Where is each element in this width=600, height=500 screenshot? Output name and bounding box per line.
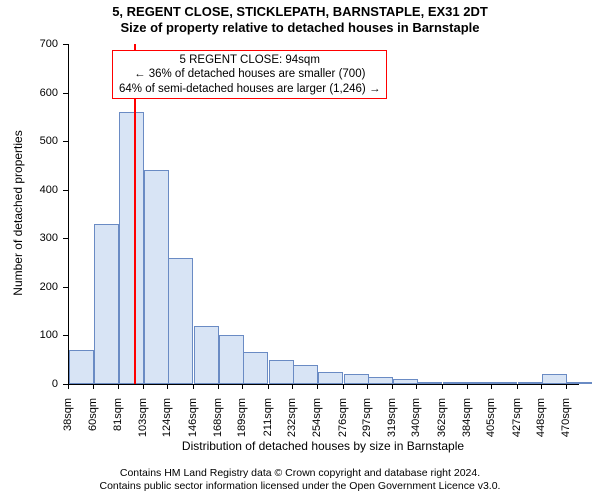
histogram-bar (293, 365, 318, 384)
title-subtitle: Size of property relative to detached ho… (0, 20, 600, 36)
histogram-bar (94, 224, 119, 384)
y-tick-mark (63, 335, 68, 336)
x-tick-label: 297sqm (361, 398, 373, 498)
x-tick-mark (467, 384, 468, 389)
annotation-line: 5 REGENT CLOSE: 94sqm (119, 53, 380, 67)
y-tick-mark (63, 44, 68, 45)
y-tick-label: 600 (0, 87, 58, 99)
x-tick-label: 168sqm (212, 398, 224, 498)
histogram-bar (492, 382, 517, 384)
x-tick-label: 211sqm (262, 398, 274, 498)
x-tick-label: 405sqm (485, 398, 497, 498)
x-tick-mark (317, 384, 318, 389)
annotation-line: 64% of semi-detached houses are larger (… (119, 82, 380, 96)
y-tick-label: 700 (0, 38, 58, 50)
histogram-bar (518, 382, 543, 384)
y-tick-label: 100 (0, 329, 58, 341)
y-tick-mark (63, 190, 68, 191)
histogram-bar (344, 374, 369, 384)
y-tick-mark (63, 93, 68, 94)
histogram-bar (417, 382, 442, 384)
x-tick-mark (242, 384, 243, 389)
y-tick-mark (63, 287, 68, 288)
histogram-bar (219, 335, 244, 384)
x-tick-mark (392, 384, 393, 389)
title-address: 5, REGENT CLOSE, STICKLEPATH, BARNSTAPLE… (0, 4, 600, 20)
histogram-bar (269, 360, 294, 384)
x-tick-label: 232sqm (286, 398, 298, 498)
x-tick-mark (491, 384, 492, 389)
histogram-bar (368, 377, 393, 384)
x-tick-label: 146sqm (187, 398, 199, 498)
x-tick-mark (68, 384, 69, 389)
x-tick-mark (367, 384, 368, 389)
histogram-bar (69, 350, 94, 384)
x-tick-label: 254sqm (311, 398, 323, 498)
histogram-bar (243, 352, 268, 384)
x-tick-label: 189sqm (236, 398, 248, 498)
y-tick-mark (63, 141, 68, 142)
x-tick-mark (442, 384, 443, 389)
x-tick-mark (218, 384, 219, 389)
y-tick-label: 400 (0, 184, 58, 196)
chart-titles: 5, REGENT CLOSE, STICKLEPATH, BARNSTAPLE… (0, 4, 600, 37)
histogram-bar (194, 326, 219, 384)
x-tick-label: 38sqm (62, 398, 74, 498)
x-tick-mark (167, 384, 168, 389)
x-tick-label: 60sqm (87, 398, 99, 498)
x-tick-mark (541, 384, 542, 389)
x-tick-label: 427sqm (511, 398, 523, 498)
x-tick-label: 319sqm (386, 398, 398, 498)
histogram-bar (542, 374, 567, 384)
x-tick-mark (292, 384, 293, 389)
x-tick-mark (343, 384, 344, 389)
y-tick-label: 300 (0, 232, 58, 244)
x-tick-mark (566, 384, 567, 389)
y-tick-label: 500 (0, 135, 58, 147)
x-tick-label: 276sqm (337, 398, 349, 498)
histogram-bar (468, 382, 493, 384)
x-tick-mark (517, 384, 518, 389)
histogram-bar (567, 382, 592, 384)
histogram-bar (393, 379, 418, 384)
x-tick-label: 448sqm (535, 398, 547, 498)
x-tick-mark (93, 384, 94, 389)
annotation-line: ← 36% of detached houses are smaller (70… (119, 67, 380, 81)
x-tick-mark (268, 384, 269, 389)
x-tick-label: 81sqm (112, 398, 124, 498)
histogram-bar (119, 112, 144, 384)
histogram-bar (144, 170, 169, 384)
x-tick-label: 103sqm (137, 398, 149, 498)
x-tick-label: 124sqm (161, 398, 173, 498)
histogram-bar (443, 382, 468, 384)
y-tick-label: 0 (0, 378, 58, 390)
y-tick-mark (63, 238, 68, 239)
x-tick-mark (193, 384, 194, 389)
histogram-bar (318, 372, 343, 384)
x-tick-label: 384sqm (461, 398, 473, 498)
y-tick-label: 200 (0, 281, 58, 293)
histogram-bar (168, 258, 193, 384)
x-tick-label: 362sqm (436, 398, 448, 498)
annotation-box: 5 REGENT CLOSE: 94sqm← 36% of detached h… (112, 50, 387, 99)
x-tick-label: 470sqm (560, 398, 572, 498)
x-tick-mark (118, 384, 119, 389)
x-tick-mark (416, 384, 417, 389)
x-tick-label: 340sqm (410, 398, 422, 498)
x-tick-mark (143, 384, 144, 389)
